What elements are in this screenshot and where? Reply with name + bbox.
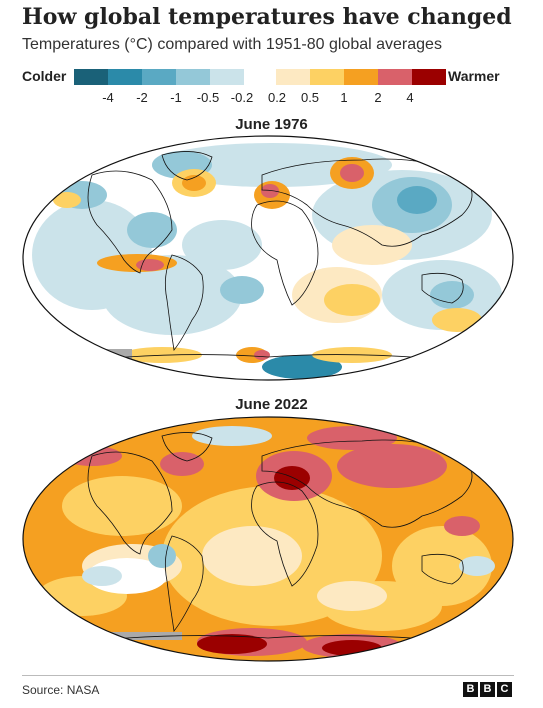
chart-title: How global temperatures have changed [22,4,512,30]
footer-divider [22,675,514,676]
bbc-logo: B B C [463,682,512,697]
map-title-1976: June 1976 [235,116,308,133]
legend-swatch-cold-5 [210,69,244,85]
legend-swatch-cold-2 [108,69,142,85]
legend-swatch-warm-3 [344,69,378,85]
legend-tick: 4 [406,90,414,105]
legend-tick: 1 [340,90,348,105]
legend-swatch-warm-1 [276,69,310,85]
source-note: Source: NASA [22,683,100,697]
chart-subtitle: Temperatures (°C) compared with 1951-80 … [22,36,442,53]
legend-swatch-cold-1 [74,69,108,85]
legend-tick: 0.2 [267,90,287,105]
legend-swatch-warm-2 [310,69,344,85]
legend-colder-label: Colder [22,68,67,84]
legend-swatch-cold-4 [176,69,210,85]
legend-tick: -4 [102,90,114,105]
legend-tick: -0.2 [230,90,254,105]
legend-swatch-warm-4 [378,69,412,85]
temperature-map-2022 [22,416,514,662]
legend-tick: 2 [374,90,382,105]
bbc-logo-block: B [463,682,478,697]
legend-cold-scale [74,69,244,85]
legend-swatch-warm-5 [412,69,446,85]
legend-warmer-label: Warmer [448,68,500,84]
map-title-2022: June 2022 [235,396,308,413]
bbc-logo-block: B [480,682,495,697]
temperature-map-1976 [22,135,514,381]
legend-swatch-cold-3 [142,69,176,85]
legend-tick: -2 [136,90,148,105]
bbc-logo-block: C [497,682,512,697]
legend-tick: -0.5 [196,90,220,105]
legend-tick: 0.5 [300,90,320,105]
legend-warm-scale [276,69,446,85]
legend-tick: -1 [170,90,182,105]
